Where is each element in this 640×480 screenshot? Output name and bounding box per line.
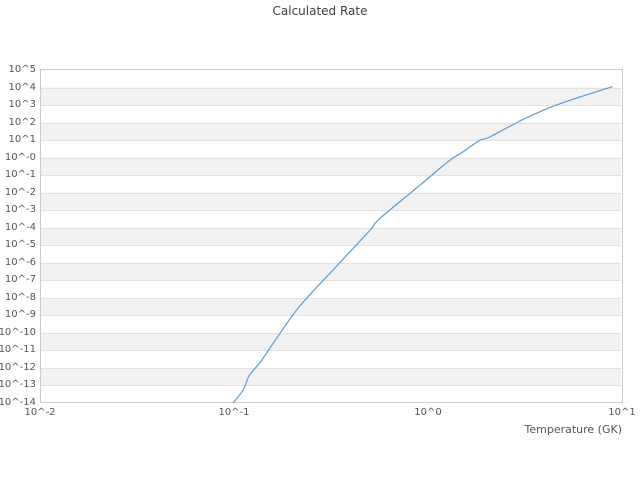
y-tick-label: 10^-13 [0, 379, 36, 391]
y-tick-label: 10^5 [8, 64, 36, 75]
y-tick-label: 10^-8 [4, 291, 36, 303]
background-band [41, 87, 621, 106]
y-tick-label: 10^-2 [4, 186, 36, 198]
x-tick-label: 10^-1 [218, 407, 250, 418]
plot-border [40, 69, 623, 403]
background-band [41, 297, 621, 316]
y-tick-label: 10^-4 [4, 221, 36, 233]
y-tick-label: 10^1 [8, 134, 36, 146]
rate-curve [232, 86, 613, 403]
y-tick-label: 10^-7 [4, 274, 36, 286]
y-tick-label: 10^-10 [0, 326, 36, 338]
y-tick-label: 10^-12 [0, 361, 36, 373]
background-band [41, 157, 621, 176]
x-tick-label: 10^0 [414, 407, 442, 418]
y-tick-label: 10^-11 [0, 344, 36, 356]
y-tick-label: 10^-14 [0, 397, 36, 408]
background-band [41, 227, 621, 246]
y-tick-label: 10^-6 [4, 256, 36, 268]
background-band [41, 122, 621, 141]
y-tick-label: 10^4 [8, 81, 36, 93]
x-tick-label: 10^1 [608, 407, 636, 418]
y-tick-label: 10^-9 [4, 309, 36, 321]
y-tick-label: 10^-1 [4, 169, 36, 181]
x-tick-label: 10^-2 [24, 407, 56, 418]
x-axis-title: Temperature (GK) [524, 423, 623, 436]
chart-title: Calculated Rate [272, 4, 368, 18]
y-tick-label: 10^2 [8, 116, 36, 128]
y-tick-label: 10^-5 [4, 239, 36, 251]
background-band [41, 332, 621, 351]
background-band [41, 367, 621, 386]
background-band [41, 192, 621, 211]
y-tick-label: 10^3 [8, 99, 36, 111]
y-tick-label: 10^-3 [4, 204, 36, 216]
y-tick-label: 10^-0 [4, 151, 36, 163]
